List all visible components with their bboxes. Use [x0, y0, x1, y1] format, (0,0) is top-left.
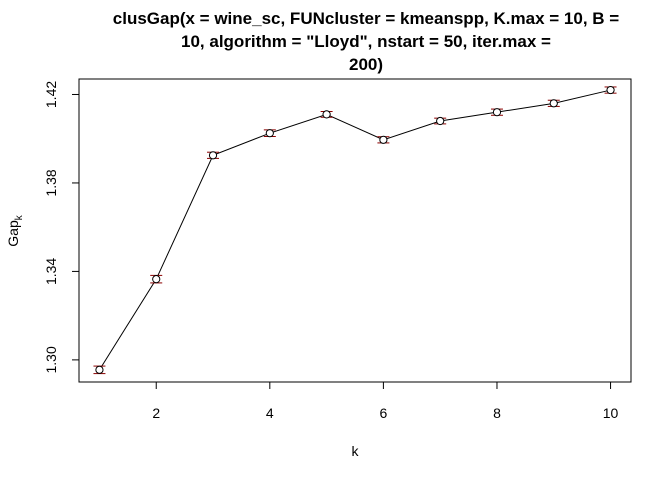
data-point: [436, 116, 445, 126]
chart-title-line-1: clusGap(x = wine_sc, FUNcluster = kmeans…: [113, 9, 620, 28]
x-tick-label: 6: [379, 405, 387, 421]
data-point: [379, 135, 388, 144]
data-point: [152, 275, 161, 284]
y-tick-label: 1.34: [43, 258, 59, 285]
data-point: [208, 151, 218, 160]
data-point: [95, 365, 104, 374]
y-tick-label: 1.42: [43, 81, 59, 108]
y-axis: 1.30 1.34 1.38 1.42: [43, 81, 80, 374]
plot-box: [78, 78, 632, 383]
x-axis-label: k: [352, 443, 360, 459]
x-axis: 2 4 6 8 10: [152, 381, 619, 421]
x-tick-label: 2: [152, 405, 160, 421]
y-axis-label-main: Gap: [5, 220, 21, 247]
error-bars: [93, 86, 617, 375]
data-point: [606, 85, 615, 95]
chart-title: clusGap(x = wine_sc, FUNcluster = kmeans…: [113, 9, 620, 74]
y-tick-label: 1.30: [43, 346, 59, 373]
x-tick-label: 8: [493, 405, 501, 421]
chart-title-line-2: 10, algorithm = "Lloyd", nstart = 50, it…: [181, 32, 551, 51]
gap-series-line: [99, 89, 611, 371]
y-tick-label: 1.38: [43, 169, 59, 196]
data-point: [322, 110, 331, 119]
y-axis-label: Gapk: [5, 214, 25, 246]
chart-title-line-3: 200): [349, 55, 383, 74]
data-points: [95, 85, 615, 374]
data-point: [549, 99, 558, 108]
y-axis-label-subscript: k: [14, 214, 25, 220]
gap-line: [99, 89, 611, 371]
data-point: [265, 129, 274, 138]
x-tick-label: 10: [603, 405, 619, 421]
x-tick-label: 4: [266, 405, 274, 421]
data-point: [492, 108, 502, 117]
